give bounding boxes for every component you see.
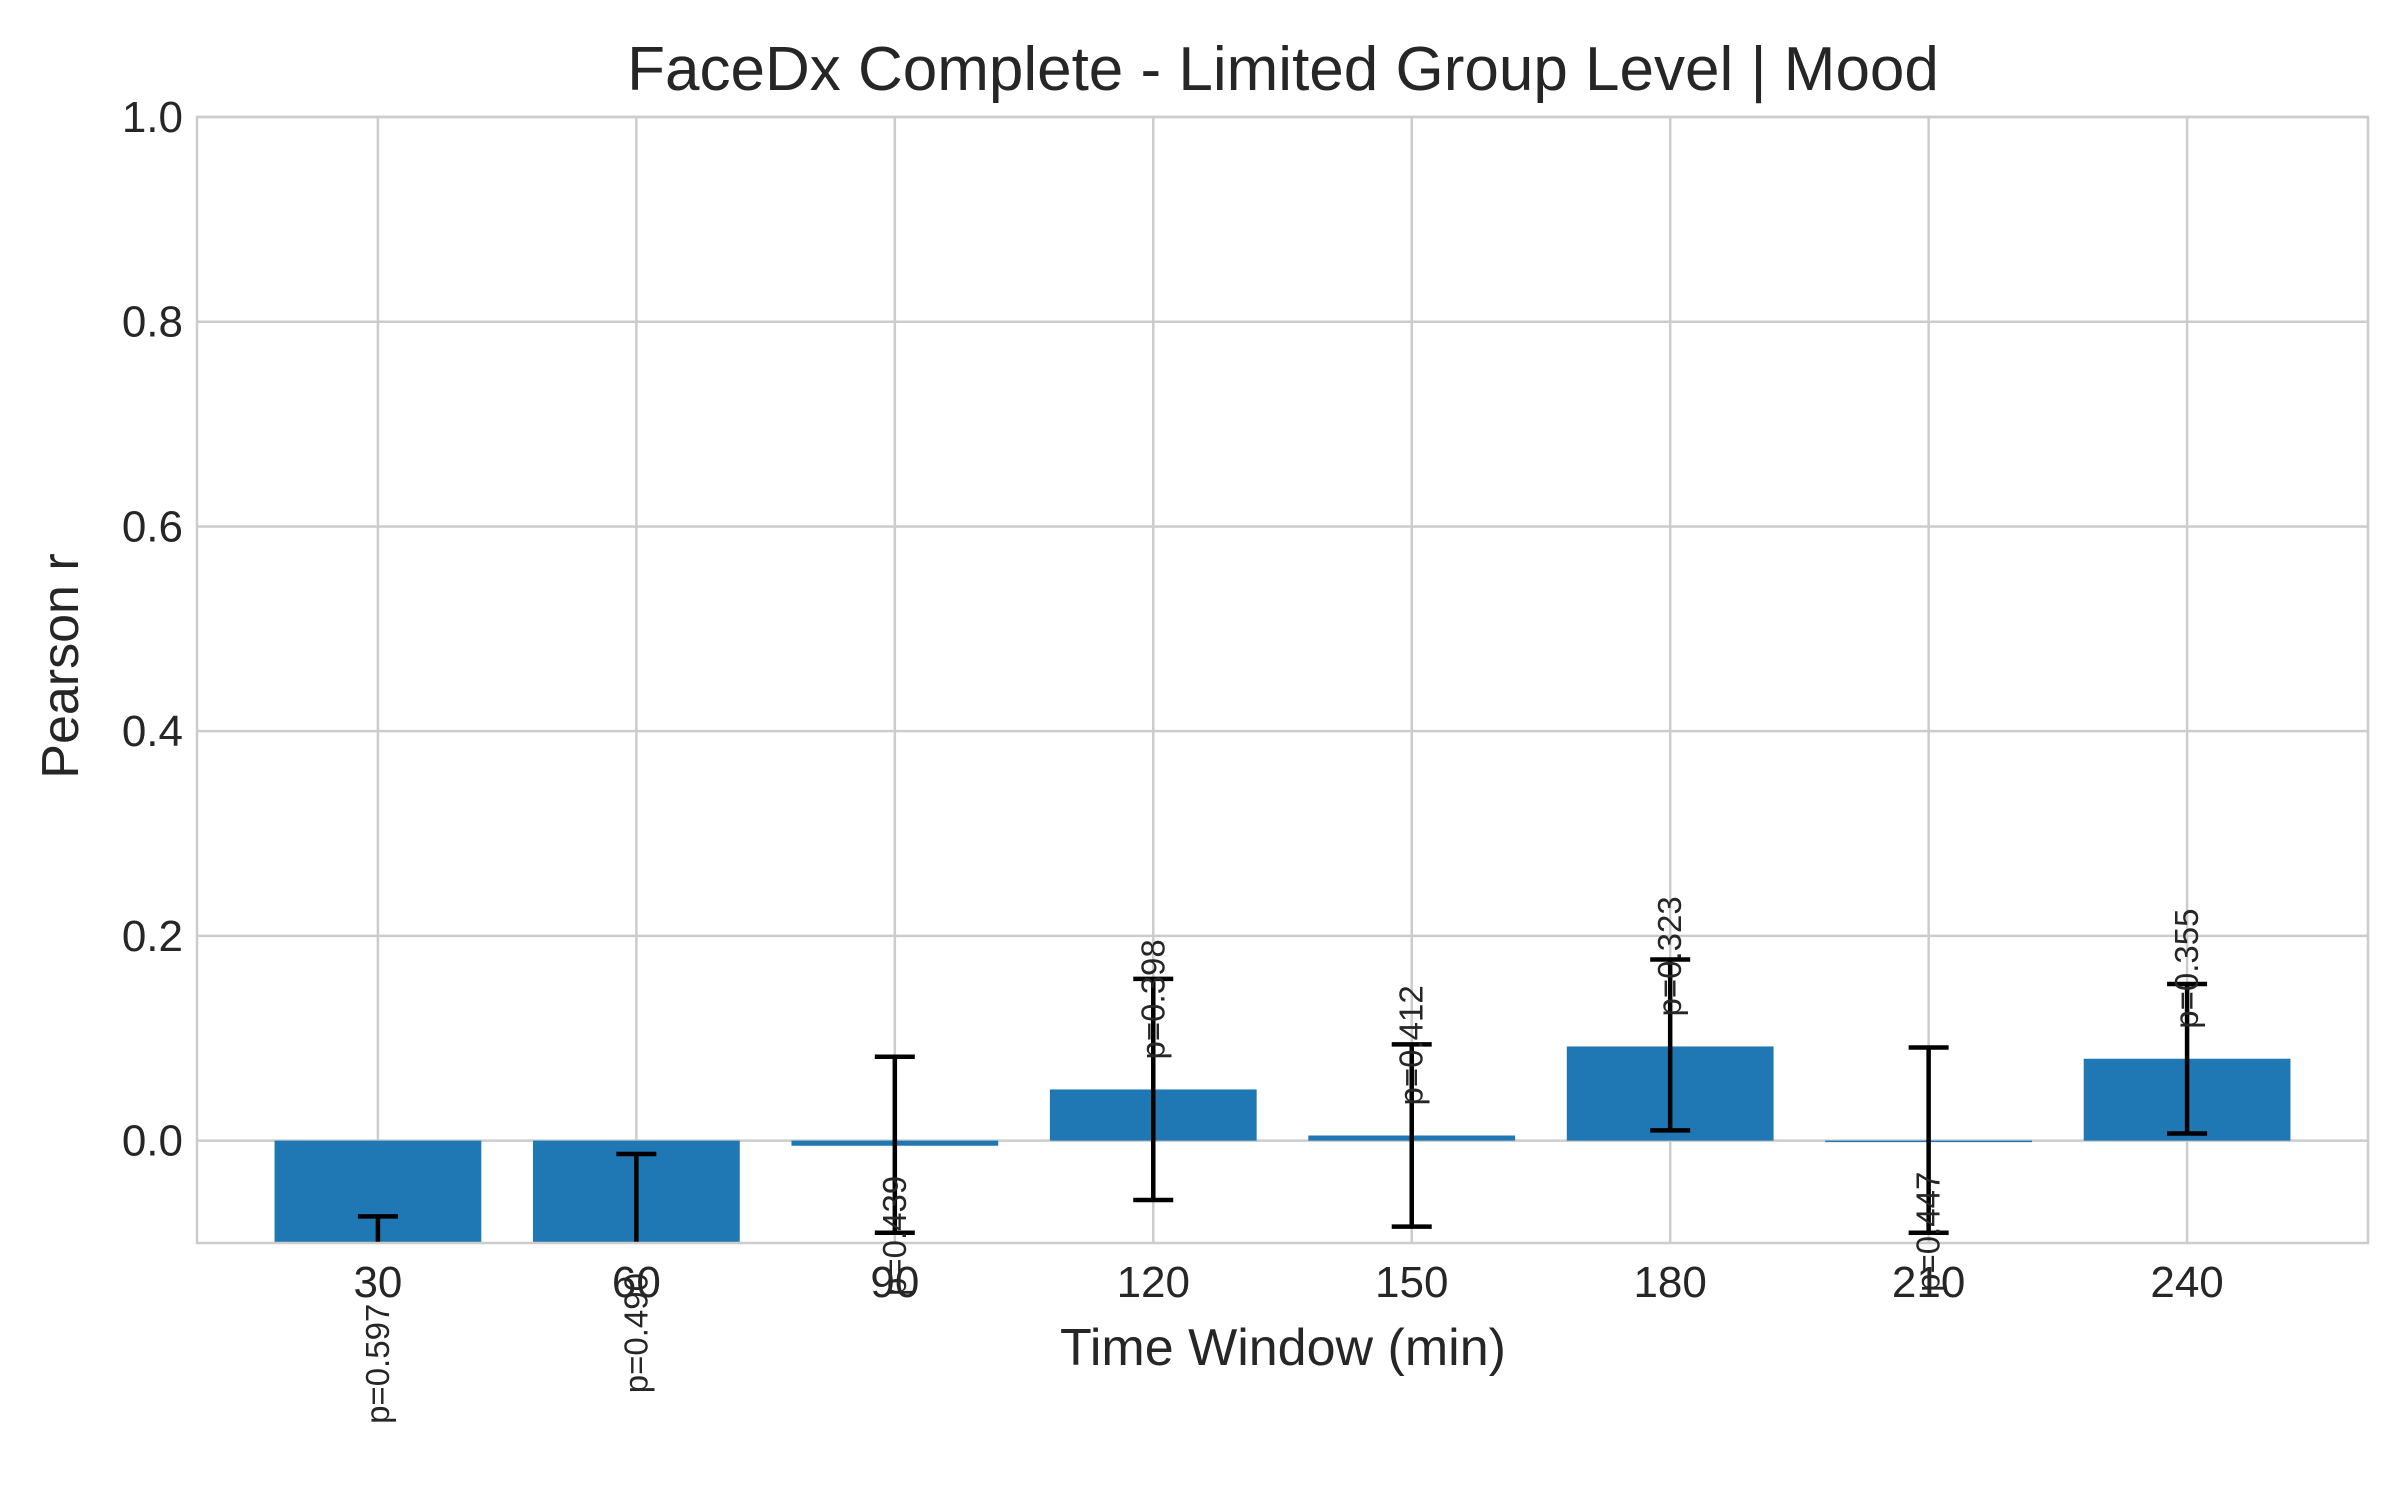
x-tick-label: 30 <box>353 1258 402 1307</box>
x-axis-title: Time Window (min) <box>1060 1319 1506 1377</box>
p-value-label: p=0.323 <box>1651 896 1688 1016</box>
p-value-label: p=0.355 <box>2168 909 2205 1029</box>
x-tick-label: 150 <box>1375 1258 1448 1307</box>
x-tick-label: 210 <box>1892 1258 1965 1307</box>
p-value-label: p=0.412 <box>1393 985 1430 1105</box>
p-value-label: p=0.439 <box>876 1176 913 1296</box>
y-tick-label: 0.8 <box>122 298 183 347</box>
p-value-label: p=0.490 <box>617 1273 654 1393</box>
y-tick-label: 0.6 <box>122 502 183 551</box>
p-value-labels: p=0.597 p=0.490 p=0.439 p=0.398 p=0.412 p=0.3… <box>359 896 2205 1424</box>
y-tick-label: 1.0 <box>122 93 183 142</box>
bars <box>274 1046 2291 1243</box>
plot-frame <box>195 115 2370 1245</box>
y-tick-label: 0.4 <box>122 707 183 756</box>
error-bars <box>357 957 2208 1243</box>
y-tick-labels: 0.0 0.2 0.4 0.6 0.8 1.0 <box>122 93 183 1166</box>
p-value-label: p=0.597 <box>359 1304 396 1424</box>
p-value-label: p=0.398 <box>1134 939 1171 1059</box>
grid <box>197 115 2368 1243</box>
y-axis-title: Pearson r <box>32 553 90 778</box>
p-value-label: p=0.447 <box>1910 1172 1947 1292</box>
x-tick-label: 120 <box>1117 1258 1190 1307</box>
chart-title: FaceDx Complete - Limited Group Level | … <box>627 35 1939 104</box>
y-tick-label: 0.2 <box>122 912 183 961</box>
x-tick-label: 240 <box>2150 1258 2223 1307</box>
x-tick-label: 90 <box>870 1258 919 1307</box>
x-tick-labels: 30 60 90 120 150 180 210 240 <box>353 1258 2223 1307</box>
y-tick-label: 0.0 <box>122 1117 183 1166</box>
x-tick-label: 60 <box>612 1258 661 1307</box>
x-tick-label: 180 <box>1633 1258 1706 1307</box>
